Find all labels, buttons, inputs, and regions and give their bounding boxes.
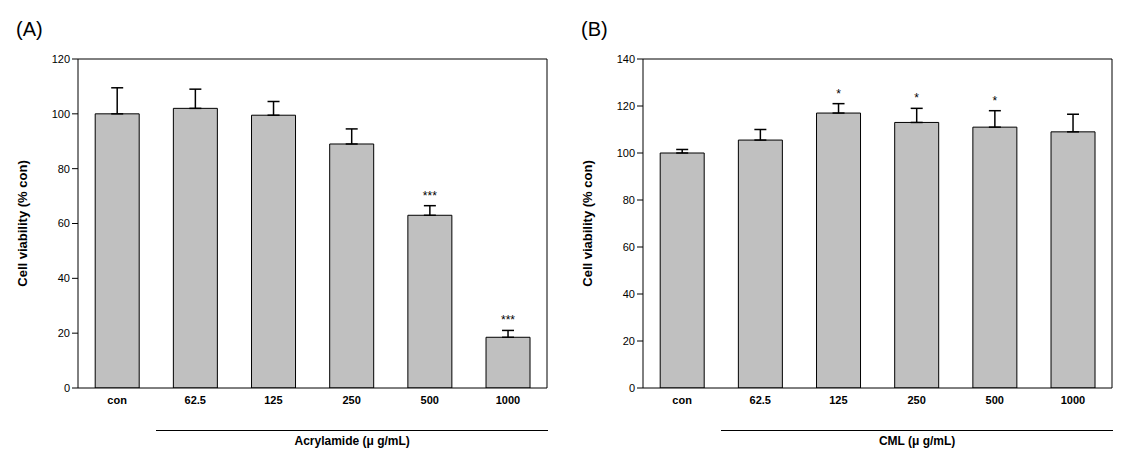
svg-text:Cell viability (% con): Cell viability (% con) [580,160,595,286]
svg-text:250: 250 [342,394,360,406]
svg-text:Cell viability (% con): Cell viability (% con) [15,160,30,286]
svg-text:*: * [836,87,841,101]
svg-text:20: 20 [623,335,635,347]
svg-text:60: 60 [623,241,635,253]
svg-text:*: * [914,91,919,105]
svg-text:1000: 1000 [496,394,520,406]
svg-text:60: 60 [58,217,70,229]
svg-text:*: * [993,94,998,108]
svg-text:40: 40 [58,272,70,284]
svg-text:125: 125 [264,394,282,406]
svg-text:80: 80 [623,194,635,206]
html-text:(B): (B) [581,18,608,40]
svg-text:con: con [107,394,127,406]
svg-text:0: 0 [64,382,70,394]
html-text:Acrylamide (μ g/mL): Acrylamide (μ g/mL) [294,434,410,448]
svg-text:20: 20 [58,327,70,339]
svg-text:125: 125 [829,394,847,406]
html-text:CML (μ g/mL): CML (μ g/mL) [878,434,956,448]
svg-text:100: 100 [617,147,635,159]
html-text:(A): (A) [16,18,43,40]
svg-text:62.5: 62.5 [185,394,206,406]
svg-text:500: 500 [986,394,1004,406]
svg-text:250: 250 [907,394,925,406]
svg-text:80: 80 [58,163,70,175]
svg-text:***: *** [501,313,515,327]
svg-text:500: 500 [421,394,439,406]
svg-text:0: 0 [629,382,635,394]
svg-text:con: con [672,394,692,406]
svg-text:62.5: 62.5 [750,394,771,406]
svg-text:***: *** [423,189,437,203]
svg-text:40: 40 [623,288,635,300]
svg-text:120: 120 [52,53,70,65]
svg-text:140: 140 [617,53,635,65]
svg-text:1000: 1000 [1061,394,1085,406]
svg-text:100: 100 [52,108,70,120]
svg-text:120: 120 [617,100,635,112]
